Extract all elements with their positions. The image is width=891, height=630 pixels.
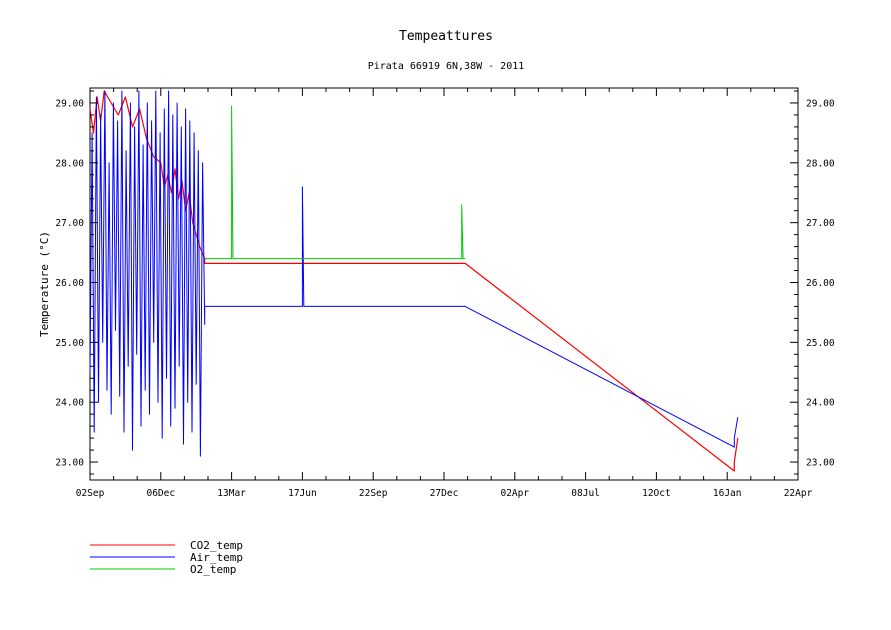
y-tick-label-left: 24.00 xyxy=(55,398,84,409)
x-tick-label: 02Sep xyxy=(76,488,105,499)
y-tick-label-right: 25.00 xyxy=(806,338,835,349)
y-tick-label-left: 27.00 xyxy=(55,218,84,229)
y-tick-label-right: 27.00 xyxy=(806,218,835,229)
y-tick-label-left: 26.00 xyxy=(55,278,84,289)
x-tick-label: 27Dec xyxy=(430,488,459,499)
y-tick-label-right: 28.00 xyxy=(806,158,835,169)
x-tick-label: 22Apr xyxy=(784,488,813,499)
x-tick-label: 08Jul xyxy=(571,488,600,499)
y-tick-label-left: 29.00 xyxy=(55,98,84,109)
y-tick-label-right: 29.00 xyxy=(806,98,835,109)
y-tick-label-right: 24.00 xyxy=(806,398,835,409)
x-tick-label: 16Jan xyxy=(713,488,742,499)
x-tick-label: 13Mar xyxy=(217,488,246,499)
series-line-air-temp xyxy=(89,90,739,457)
x-tick-label: 17Jun xyxy=(288,488,317,499)
x-tick-label: 12Oct xyxy=(642,488,671,499)
x-tick-label: 22Sep xyxy=(359,488,388,499)
x-tick-label: 02Apr xyxy=(500,488,529,499)
series-line-o2-temp xyxy=(204,105,466,260)
y-tick-label-right: 23.00 xyxy=(806,458,835,469)
y-tick-label-left: 28.00 xyxy=(55,158,84,169)
chart-subtitle: Pirata 66919 6N,38W - 2011 xyxy=(368,61,525,72)
y-tick-label-right: 26.00 xyxy=(806,278,835,289)
y-tick-label-left: 25.00 xyxy=(55,338,84,349)
series-layer xyxy=(89,90,739,472)
y-tick-label-left: 23.00 xyxy=(55,458,84,469)
y-axis-label: Temperature (°C) xyxy=(38,231,51,337)
chart-title: Tempeattures xyxy=(399,29,493,44)
legend-label-co2-temp: CO2_temp xyxy=(190,539,243,552)
ticks-layer: 02Sep 06Dec 13Mar 17Jun 22Sep 27Dec 02Apr 08Jul… xyxy=(55,88,835,499)
legend-label-o2-temp: O2_temp xyxy=(190,563,236,576)
x-tick-label: 06Dec xyxy=(146,488,175,499)
legend-label-air-temp: Air_temp xyxy=(190,551,243,564)
plot-frame xyxy=(89,87,799,481)
